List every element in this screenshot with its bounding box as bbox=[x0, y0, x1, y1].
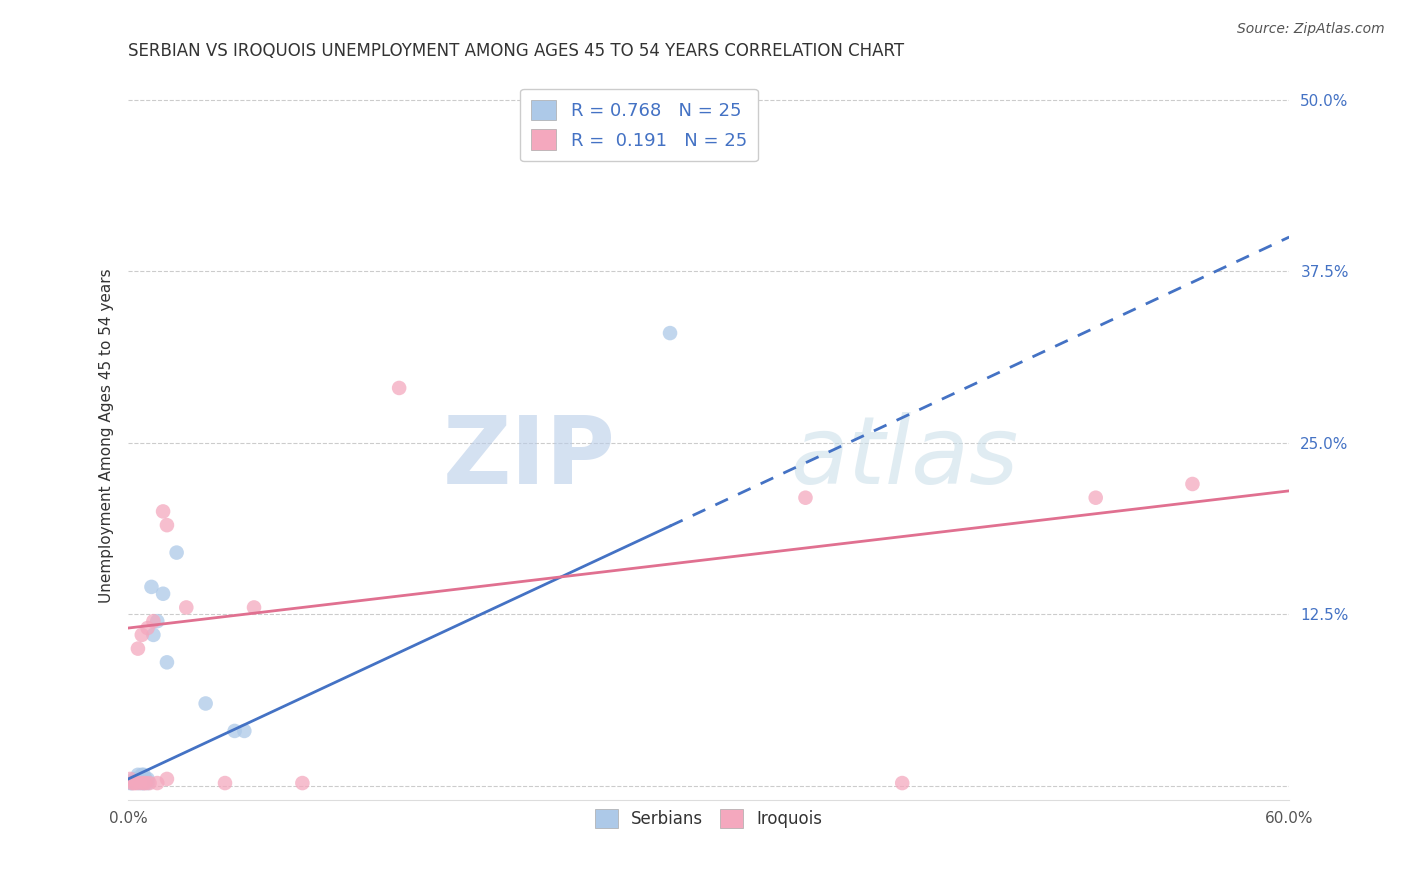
Point bbox=[291, 776, 314, 790]
Point bbox=[243, 600, 266, 615]
Text: atlas: atlas bbox=[790, 412, 1018, 503]
Point bbox=[659, 326, 682, 340]
Legend: Serbians, Iroquois: Serbians, Iroquois bbox=[588, 802, 830, 835]
Point bbox=[142, 628, 165, 642]
Point bbox=[176, 600, 198, 615]
Point bbox=[125, 772, 148, 786]
Text: SERBIAN VS IROQUOIS UNEMPLOYMENT AMONG AGES 45 TO 54 YEARS CORRELATION CHART: SERBIAN VS IROQUOIS UNEMPLOYMENT AMONG A… bbox=[128, 42, 904, 60]
Point bbox=[131, 628, 153, 642]
Text: ZIP: ZIP bbox=[443, 412, 616, 504]
Y-axis label: Unemployment Among Ages 45 to 54 years: Unemployment Among Ages 45 to 54 years bbox=[100, 268, 114, 603]
Point bbox=[233, 723, 256, 738]
Point bbox=[156, 518, 179, 533]
Point bbox=[121, 776, 143, 790]
Point bbox=[146, 776, 169, 790]
Point bbox=[224, 723, 246, 738]
Point bbox=[891, 776, 914, 790]
Point bbox=[136, 776, 159, 790]
Point bbox=[166, 545, 188, 559]
Point bbox=[128, 772, 150, 786]
Point bbox=[125, 776, 148, 790]
Point bbox=[132, 768, 155, 782]
Point bbox=[136, 621, 159, 635]
Point bbox=[142, 614, 165, 628]
Point bbox=[156, 772, 179, 786]
Point bbox=[131, 776, 153, 790]
Point bbox=[127, 776, 149, 790]
Point bbox=[127, 768, 149, 782]
Point bbox=[120, 776, 142, 790]
Text: Source: ZipAtlas.com: Source: ZipAtlas.com bbox=[1237, 22, 1385, 37]
Point bbox=[122, 772, 145, 786]
Point bbox=[138, 776, 160, 790]
Point bbox=[127, 641, 149, 656]
Point bbox=[131, 768, 153, 782]
Point bbox=[141, 580, 163, 594]
Point bbox=[132, 776, 155, 790]
Point bbox=[136, 772, 159, 786]
Point bbox=[132, 776, 155, 790]
Point bbox=[127, 772, 149, 786]
Point bbox=[122, 776, 145, 790]
Point bbox=[156, 656, 179, 670]
Point bbox=[794, 491, 817, 505]
Point bbox=[135, 772, 157, 786]
Point bbox=[146, 614, 169, 628]
Point bbox=[388, 381, 411, 395]
Point bbox=[1181, 477, 1204, 491]
Point bbox=[121, 776, 143, 790]
Point bbox=[128, 776, 150, 790]
Point bbox=[135, 776, 157, 790]
Point bbox=[214, 776, 236, 790]
Point bbox=[120, 772, 142, 786]
Point bbox=[1084, 491, 1107, 505]
Point bbox=[152, 587, 174, 601]
Point bbox=[152, 504, 174, 518]
Point bbox=[194, 697, 217, 711]
